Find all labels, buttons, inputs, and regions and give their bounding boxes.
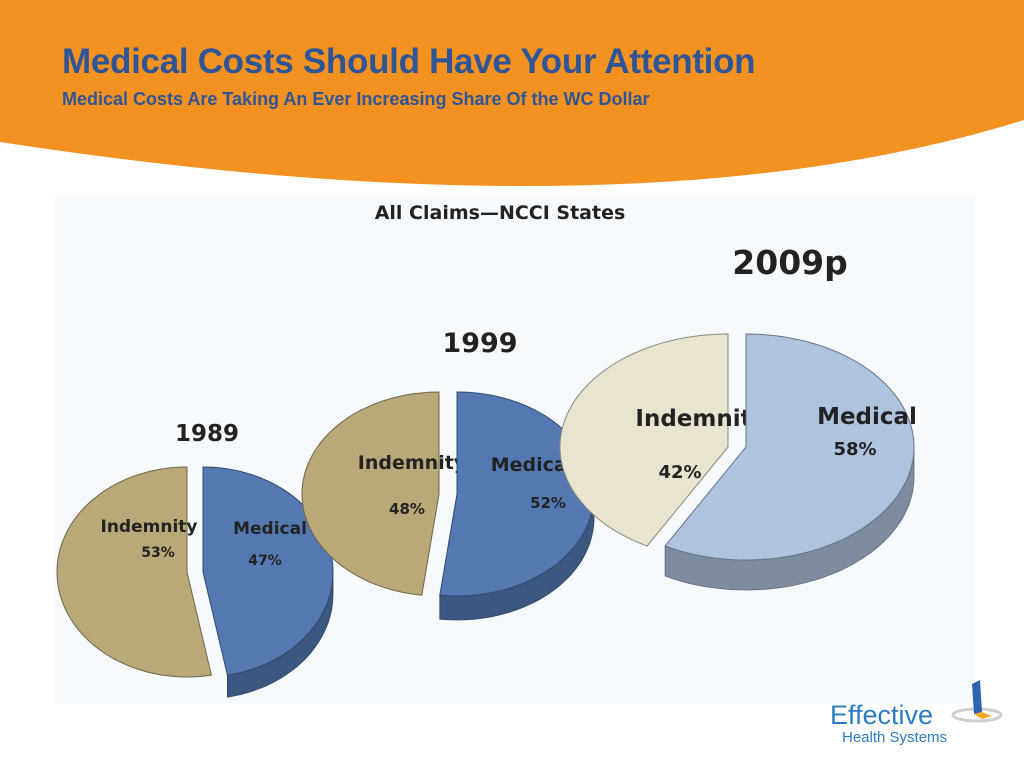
pie-1999: 1999 Indemnity 48% Medical 52% [301, 328, 595, 621]
pie-slice-name-label: Medical [817, 404, 917, 430]
pie-slice-top [301, 391, 440, 596]
pie-slice-name-label: Medical [233, 519, 307, 539]
pie-slice-medical: Medical 58% [664, 333, 917, 591]
pie-2009p: 2009p Indemnity 42% Medical 58% [559, 243, 917, 591]
pie-slice-indemnity: Indemnity 48% [301, 391, 467, 596]
pie-slice-value-label: 53% [141, 545, 175, 561]
chart-panel: All Claims—NCCI States 1989 Indemnity 53% M… [55, 197, 975, 704]
pie-slice-value-label: 52% [530, 494, 566, 512]
pie-slice-name-label: Indemnity [635, 406, 766, 432]
pie-slice-value-label: 48% [389, 500, 425, 518]
slide-subtitle: Medical Costs Are Taking An Ever Increas… [62, 89, 650, 109]
pie-slice-top [202, 466, 334, 676]
pie-slice-name-label: Medical [491, 454, 574, 476]
chart-title: All Claims—NCCI States [375, 202, 626, 224]
logo-subtitle: Health Systems [842, 729, 948, 746]
pie-slice-indemnity: Indemnity 42% [559, 333, 767, 547]
pie-chart-figure: All Claims—NCCI States 1989 Indemnity 53% M… [56, 202, 917, 698]
pie-year-label: 2009p [732, 243, 847, 282]
pie-slice-name-label: Indemnity [101, 517, 198, 537]
pie-slice-value-label: 47% [248, 553, 282, 569]
pie-slice-top [664, 333, 915, 561]
logo-mark-icon [951, 680, 1003, 723]
pie-1989: 1989 Indemnity 53% Medical 47% [56, 421, 334, 698]
pie-slice-top [559, 333, 729, 547]
pie-slice-medical: Medical 52% [439, 391, 595, 621]
pie-slice-value-label: 58% [833, 439, 876, 460]
company-logo: Effective Health Systems [826, 678, 1011, 748]
pie-slice-name-label: Indemnity [358, 452, 467, 474]
header-banner [0, 0, 1024, 187]
pie-slice-medical: Medical 47% [202, 466, 334, 698]
pie-year-label: 1989 [175, 421, 239, 447]
pie-year-label: 1999 [442, 328, 517, 359]
pie-slice-indemnity: Indemnity 53% [56, 466, 213, 678]
slide-title: Medical Costs Should Have Your Attention [62, 42, 756, 81]
logo-wordmark: Effective [830, 700, 934, 730]
pie-slice-top [56, 466, 213, 678]
pie-slice-value-label: 42% [658, 462, 701, 483]
